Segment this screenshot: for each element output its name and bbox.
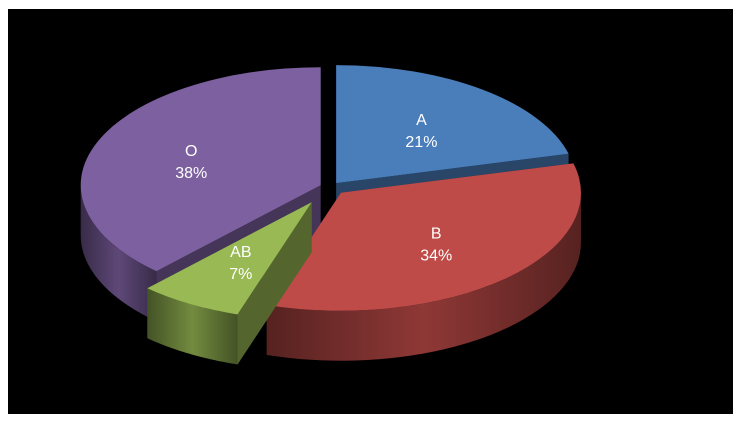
- slice-label-a: A: [416, 112, 427, 129]
- slice-top-b: [266, 163, 581, 311]
- slice-top-o: [80, 67, 321, 272]
- slice-value-o: 38%: [175, 165, 207, 182]
- slice-rim-b: [266, 192, 581, 361]
- slice-label-ab: AB: [230, 244, 251, 261]
- slice-label-b: B: [431, 226, 442, 243]
- slice-label-o: O: [185, 143, 197, 160]
- slice-value-b: 34%: [420, 248, 452, 265]
- slice-value-ab: 7%: [229, 266, 252, 283]
- pie-chart: A 21% B 34% AB 7% O 38%: [80, 65, 581, 365]
- slice-rim-o: [80, 185, 157, 322]
- slice-rim-ab: [147, 288, 238, 365]
- slice-value-a: 21%: [405, 134, 437, 151]
- slice-top-ab: [147, 202, 312, 315]
- chart-panel: A 21% B 34% AB 7% O 38%: [8, 9, 733, 414]
- pie-slice-b: [266, 163, 581, 361]
- slice-top-a: [336, 65, 569, 184]
- pie-slice-ab: [147, 202, 312, 365]
